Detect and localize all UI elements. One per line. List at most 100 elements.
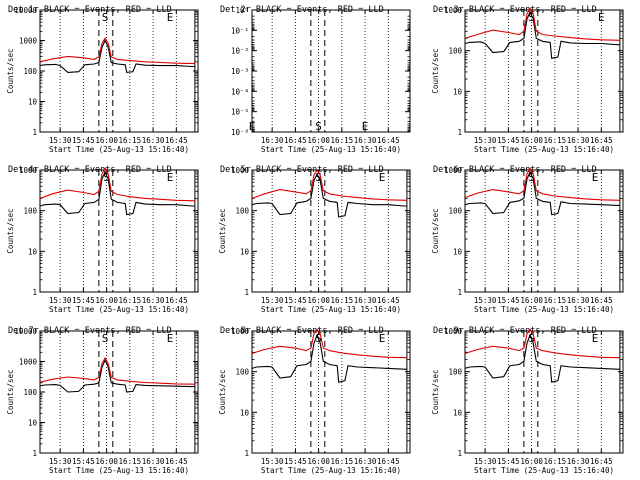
marker-s: S: [102, 332, 109, 345]
x-tick-label: 16:30: [142, 457, 165, 466]
y-tick-label: 1000: [231, 166, 250, 175]
panel-det-6r: Det 6r BLACK = Events, RED = LLD11010010…: [431, 165, 624, 314]
y-tick-label: 10⁻⁴: [231, 87, 249, 96]
series-line-events: [251, 333, 407, 383]
x-tick-label: 16:00: [307, 136, 330, 145]
y-tick-label: 100: [23, 67, 37, 76]
x-tick-label: 15:30: [261, 296, 284, 305]
y-tick-label: 100: [448, 207, 462, 216]
x-axis-label: Start Time (25-Aug-13 15:16:40): [49, 305, 189, 314]
y-tick-label: 1: [457, 288, 462, 297]
x-tick-label: 16:30: [567, 296, 590, 305]
marker-e: E: [379, 171, 386, 184]
x-tick-label: 16:45: [165, 296, 188, 305]
x-tick-label: 16:15: [544, 457, 567, 466]
y-tick-label: 100: [235, 368, 249, 377]
y-tick-label: 10: [28, 98, 38, 107]
y-tick-label: 10⁻¹: [231, 26, 249, 35]
y-axis-label: Counts/sec: [6, 369, 15, 414]
x-axis-label: Start Time (25-Aug-13 15:16:40): [474, 305, 614, 314]
x-axis-label: Start Time (25-Aug-13 15:16:40): [49, 145, 189, 154]
x-tick-label: 15:45: [497, 136, 520, 145]
y-tick-label: 10: [453, 408, 463, 417]
x-tick-label: 16:00: [520, 136, 543, 145]
y-tick-label: 10000: [14, 6, 37, 15]
x-axis-label: Start Time (25-Aug-13 15:16:40): [261, 145, 401, 154]
x-axis-label: Start Time (25-Aug-13 15:16:40): [49, 466, 189, 475]
x-tick-label: 16:15: [119, 296, 142, 305]
y-tick-label: 10⁰: [235, 6, 249, 15]
marker-e: E: [598, 11, 605, 24]
series-line-events: [39, 170, 195, 216]
x-tick-label: 16:30: [354, 457, 377, 466]
y-tick-label: 1: [244, 288, 249, 297]
y-axis-label: Counts/sec: [431, 208, 440, 253]
x-tick-label: 15:30: [49, 457, 72, 466]
x-tick-label: 16:00: [520, 296, 543, 305]
y-tick-label: 10⁻²: [231, 47, 249, 56]
x-axis-label: Start Time (25-Aug-13 15:16:40): [474, 145, 614, 154]
y-tick-label: 1000: [231, 327, 250, 336]
y-tick-label: 1000: [444, 6, 463, 15]
x-tick-label: 15:45: [284, 296, 307, 305]
marker-e: E: [249, 120, 256, 133]
y-axis-label: Counts/sec: [218, 208, 227, 253]
x-tick-label: 16:30: [261, 136, 284, 145]
x-tick-label: 15:30: [474, 296, 497, 305]
x-tick-label: 15:45: [284, 457, 307, 466]
x-tick-label: 16:30: [142, 296, 165, 305]
x-tick-label: 15:45: [72, 457, 95, 466]
panel-det-1r: Det 1r BLACK = Events, RED = LLD11010010…: [6, 5, 199, 154]
x-tick-label: 16:15: [119, 457, 142, 466]
x-tick-label: 16:00: [95, 457, 118, 466]
x-tick-label: 16:45: [284, 136, 307, 145]
marker-e: E: [362, 120, 369, 133]
marker-s: S: [528, 171, 535, 184]
x-tick-label: 16:00: [307, 296, 330, 305]
x-tick-label: 16:45: [377, 136, 400, 145]
y-tick-label: 10: [453, 247, 463, 256]
series-line-lld: [251, 328, 407, 359]
x-tick-label: 16:45: [590, 296, 613, 305]
x-tick-label: 15:45: [72, 136, 95, 145]
y-axis-label: Counts/sec: [431, 369, 440, 414]
x-tick-label: 16:45: [377, 296, 400, 305]
x-tick-label: 16:30: [354, 296, 377, 305]
series-line-events: [464, 10, 620, 59]
x-tick-label: 16:00: [307, 457, 330, 466]
y-tick-label: 1000: [444, 166, 463, 175]
x-tick-label: 16:30: [567, 457, 590, 466]
y-tick-label: 1000: [444, 327, 463, 336]
y-tick-label: 10000: [14, 327, 37, 336]
x-tick-label: 15:30: [474, 457, 497, 466]
panel-det-4r: Det 4r BLACK = Events, RED = LLD11010010…: [6, 165, 199, 314]
x-tick-label: 15:30: [49, 136, 72, 145]
series-line-events: [39, 39, 195, 74]
y-tick-label: 100: [448, 368, 462, 377]
marker-e: E: [167, 332, 174, 345]
y-tick-label: 100: [448, 47, 462, 56]
y-tick-label: 1: [457, 449, 462, 458]
x-tick-label: 16:00: [95, 296, 118, 305]
y-tick-label: 10⁻⁶: [231, 128, 249, 137]
series-line-events: [251, 172, 407, 218]
y-tick-label: 1000: [19, 166, 38, 175]
x-tick-label: 15:30: [474, 136, 497, 145]
y-tick-label: 10⁻³: [231, 67, 249, 76]
series-line-lld: [39, 356, 195, 385]
series-line-lld: [464, 328, 620, 359]
x-tick-label: 16:30: [354, 136, 377, 145]
x-tick-label: 16:45: [590, 136, 613, 145]
series-line-events: [39, 358, 195, 393]
panel-det-3r: Det 3r BLACK = Events, RED = LLD11010010…: [431, 5, 624, 154]
marker-s: S: [528, 11, 535, 24]
marker-e: E: [592, 332, 599, 345]
marker-e: E: [592, 171, 599, 184]
x-tick-label: 15:45: [497, 457, 520, 466]
x-tick-label: 16:00: [520, 457, 543, 466]
x-tick-label: 16:45: [165, 457, 188, 466]
y-tick-label: 1: [244, 449, 249, 458]
series-line-lld: [39, 36, 195, 65]
x-tick-label: 16:45: [590, 457, 613, 466]
panel-det-7r: Det 7r BLACK = Events, RED = LLD11010010…: [6, 326, 199, 475]
